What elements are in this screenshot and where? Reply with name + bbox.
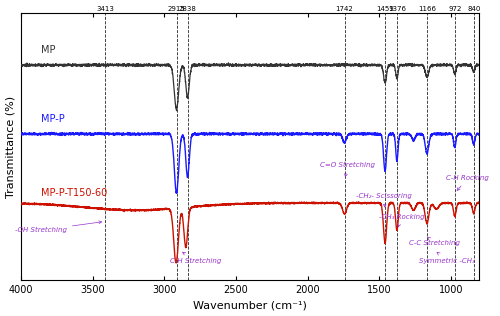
Text: 1376: 1376 (388, 6, 406, 12)
Text: MP-P: MP-P (41, 114, 65, 124)
Text: 3413: 3413 (96, 6, 114, 12)
Text: C-H Rocking: C-H Rocking (446, 175, 490, 191)
Text: 1459: 1459 (376, 6, 394, 12)
X-axis label: Wavenumber (cm⁻¹): Wavenumber (cm⁻¹) (194, 301, 307, 310)
Text: 1742: 1742 (336, 6, 353, 12)
Text: -CH₃ Rocking: -CH₃ Rocking (379, 214, 425, 227)
Text: 2915: 2915 (168, 6, 186, 12)
Text: 840: 840 (467, 6, 480, 12)
Text: -CH₂- Scissoring: -CH₂- Scissoring (356, 192, 412, 207)
Text: 1166: 1166 (418, 6, 436, 12)
Text: MP: MP (41, 45, 56, 55)
Text: C=O Stretching: C=O Stretching (320, 162, 376, 177)
Text: C-C Stretching: C-C Stretching (409, 237, 460, 246)
Y-axis label: Transmittance (%): Transmittance (%) (6, 95, 16, 198)
Text: C-H Stretching: C-H Stretching (170, 252, 222, 264)
Text: Symmetric -CH₃: Symmetric -CH₃ (420, 252, 475, 264)
Text: 972: 972 (448, 6, 462, 12)
Text: MP-P-T150-60: MP-P-T150-60 (41, 188, 108, 198)
Text: -OH Stretching: -OH Stretching (15, 221, 102, 233)
Text: 2838: 2838 (178, 6, 196, 12)
